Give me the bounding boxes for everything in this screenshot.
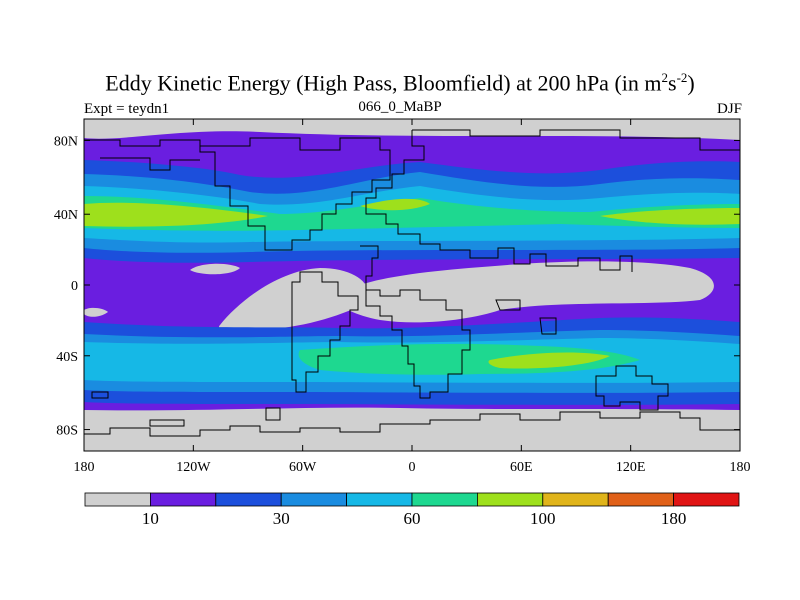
coastline-alaska [100,157,200,171]
axis-ticks: 80N 40N 0 40S 80S 180 120W 60W 0 60E 120E 180 [54,119,751,475]
colorbar-label: 30 [273,509,290,528]
lat-tick-label: 80S [56,424,78,439]
lon-tick-label: 0 [409,460,416,475]
coastline-islands [91,299,557,427]
south-polar-low-region [84,407,740,451]
colorbar-swatch-3 [280,492,348,507]
nh-jet-core-asia [600,208,740,225]
colorbar-swatch-0 [84,492,151,507]
colorbar-label: 100 [530,509,556,528]
lat-tick-label: 40S [56,350,78,365]
lat-tick-label: 0 [71,279,78,294]
experiment-label: Expt = teydn1 [84,101,170,117]
coastline-australia [595,365,669,411]
colorbar-label: 180 [661,509,687,528]
colorbar-swatch-1 [149,492,217,507]
lon-tick-label: 60E [510,460,533,475]
colorbar-swatch-7 [542,492,609,507]
lon-tick-label: 120W [176,460,211,475]
colorbar: 10 30 60 100 180 [84,492,740,528]
lat-tick-label: 40N [54,208,78,223]
coastline-antarctica [84,411,740,437]
colorbar-swatch-5 [411,492,478,507]
colorbar-label: 10 [142,509,159,528]
colorbar-swatch-9 [673,492,740,507]
contour-field [84,119,740,451]
coastline-europe-asia [365,129,740,272]
tropical-grey-east [338,261,714,323]
lon-tick-label: 180 [74,460,95,475]
coastline-north-america [84,137,391,251]
nh-jet-core-pacific [84,202,268,227]
tropical-grey-small [190,263,240,275]
coastline-africa [360,245,471,399]
season-label: DJF [716,101,742,117]
plot-title: Eddy Kinetic Energy (High Pass, Bloomfie… [105,70,695,96]
lat-tick-label: 80N [54,134,78,149]
plot-subtitle: 066_0_MaBP [358,99,442,115]
nh-jet-core-atlantic [360,198,430,211]
colorbar-swatch-8 [607,492,675,507]
colorbar-swatch-6 [476,492,544,507]
tropical-grey-west [219,268,368,331]
coastlines [84,129,740,437]
lon-tick-label: 60W [289,460,317,475]
colorbar-label: 60 [404,509,421,528]
lon-tick-label: 180 [730,460,751,475]
sh-jet-core [488,352,610,369]
colorbar-swatch-2 [215,492,282,507]
lon-tick-label: 120E [616,460,646,475]
coastline-south-america [291,271,359,393]
tropical-grey-edge [84,307,108,317]
colorbar-swatch-4 [346,492,413,507]
